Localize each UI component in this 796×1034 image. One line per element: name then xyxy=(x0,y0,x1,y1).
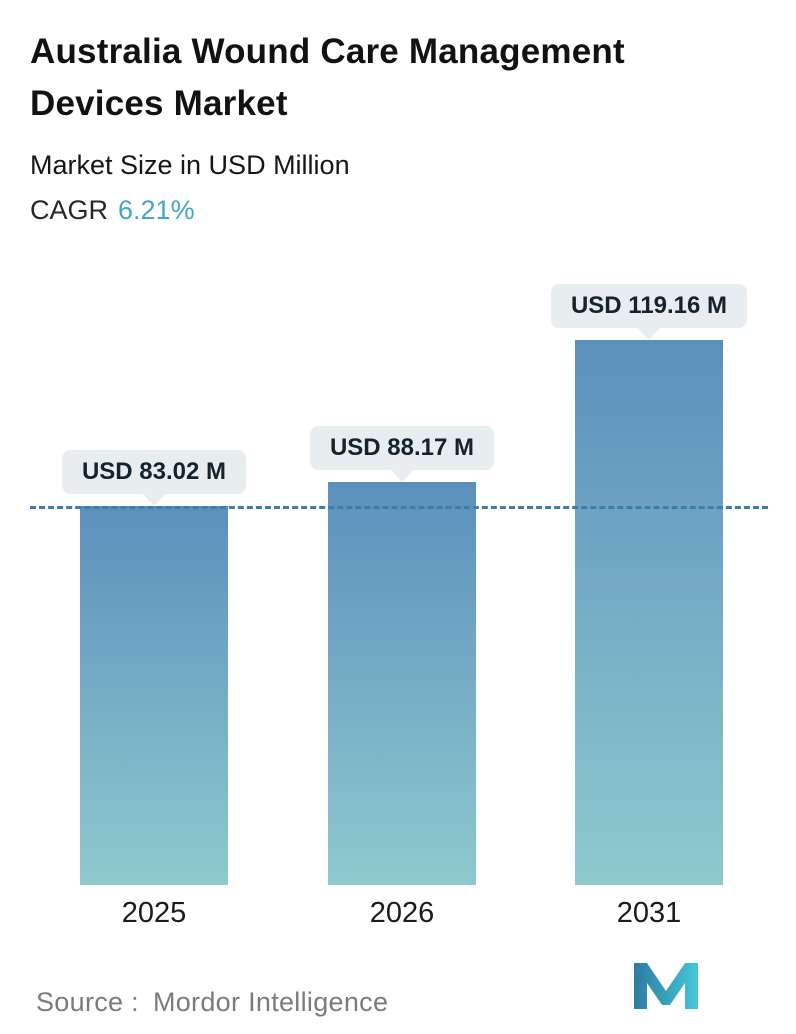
chart-subtitle: Market Size in USD Million xyxy=(30,149,350,180)
bar-2025 xyxy=(80,506,228,885)
chart-title-line2: Devices Market xyxy=(30,83,288,123)
bubble-pointer-icon xyxy=(391,470,413,482)
bar-group-2025: USD 83.02 M 2025 xyxy=(61,450,247,929)
bar-group-2031: USD 119.16 M 2031 xyxy=(550,284,748,929)
bubble-pointer-icon xyxy=(638,328,660,340)
year-label: 2031 xyxy=(616,897,682,929)
year-label: 2025 xyxy=(121,897,187,929)
source-label: Source : xyxy=(36,987,139,1017)
bar-2026 xyxy=(328,482,476,885)
chart-title-line1: Australia Wound Care Management xyxy=(30,32,625,71)
cagr-row: CAGR 6.21% xyxy=(30,195,766,226)
cagr-value: 6.21% xyxy=(118,194,195,225)
year-label: 2026 xyxy=(369,897,435,929)
chart-header: Australia Wound Care Management Devices … xyxy=(0,0,796,226)
value-label-bubble: USD 119.16 M xyxy=(550,284,748,328)
source-line: Source : Mordor Intelligence xyxy=(36,987,388,1018)
mordor-intelligence-logo-icon xyxy=(634,963,698,1014)
source-value: Mordor Intelligence xyxy=(152,987,389,1017)
value-label-bubble: USD 88.17 M xyxy=(309,426,495,470)
bubble-pointer-icon xyxy=(143,494,165,506)
bar-group-2026: USD 88.17 M 2026 xyxy=(309,426,495,929)
cagr-label: CAGR xyxy=(30,194,109,225)
value-label-bubble: USD 83.02 M xyxy=(61,450,247,494)
chart-footer: Source : Mordor Intelligence xyxy=(36,963,766,1018)
reference-dashed-line xyxy=(30,506,768,509)
chart-title: Australia Wound Care Management Devices … xyxy=(30,26,766,130)
bar-2031 xyxy=(575,340,723,885)
